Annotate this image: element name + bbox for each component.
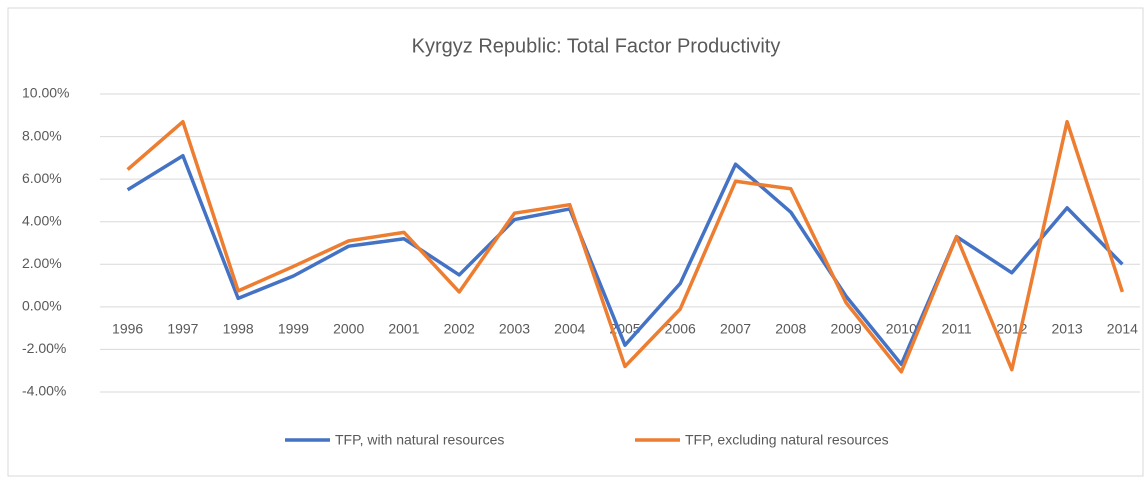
x-tick-label: 2013 — [1052, 321, 1083, 337]
y-tick-label: -2.00% — [22, 340, 66, 356]
y-tick-label: -4.00% — [22, 383, 66, 399]
y-tick-label: 0.00% — [22, 298, 62, 314]
x-tick-label: 2008 — [775, 321, 806, 337]
x-tick-label: 2000 — [333, 321, 364, 337]
legend-label: TFP, with natural resources — [335, 432, 504, 448]
x-tick-label: 2001 — [388, 321, 419, 337]
x-tick-label: 2014 — [1107, 321, 1138, 337]
x-tick-label: 1997 — [167, 321, 198, 337]
chart-title: Kyrgyz Republic: Total Factor Productivi… — [412, 35, 781, 57]
x-tick-label: 2004 — [554, 321, 585, 337]
series-line — [126, 119, 1125, 374]
y-tick-label: 4.00% — [22, 212, 62, 228]
x-tick-label: 2010 — [886, 321, 917, 337]
x-tick-label: 1999 — [278, 321, 309, 337]
y-tick-label: 10.00% — [22, 85, 69, 101]
y-tick-label: 2.00% — [22, 255, 62, 271]
x-tick-label: 2009 — [830, 321, 861, 337]
x-tick-label: 1998 — [223, 321, 254, 337]
x-tick-label: 2007 — [720, 321, 751, 337]
x-tick-label: 2002 — [444, 321, 475, 337]
y-tick-label: 8.00% — [22, 127, 62, 143]
chart-frame — [7, 7, 1144, 477]
legend-label: TFP, excluding natural resources — [685, 432, 889, 448]
x-tick-label: 1996 — [112, 321, 143, 337]
x-tick-label: 2006 — [665, 321, 696, 337]
x-tick-label: 2011 — [942, 321, 972, 337]
y-tick-label: 6.00% — [22, 170, 62, 186]
x-tick-label: 2003 — [499, 321, 530, 337]
